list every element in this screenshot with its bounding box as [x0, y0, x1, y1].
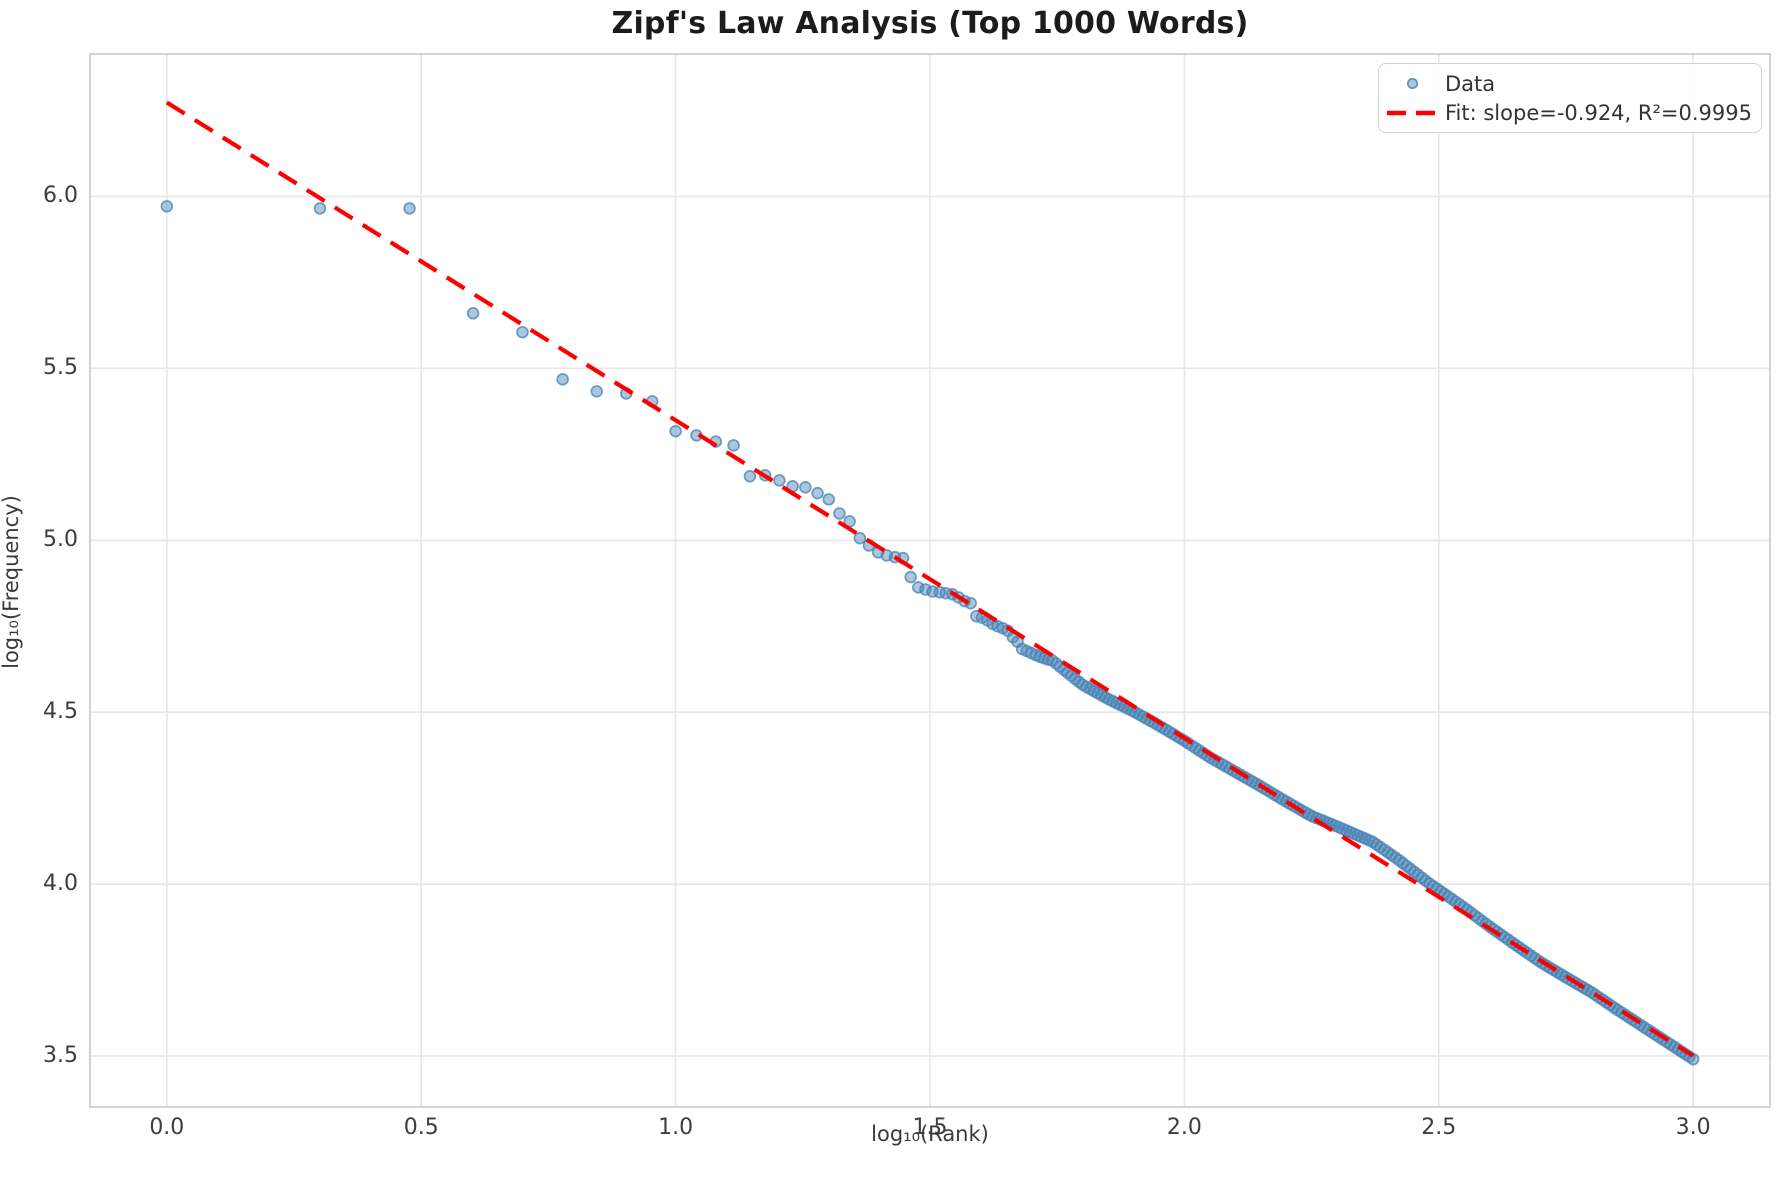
data-point-icon [1406, 78, 1418, 89]
legend-label-data: Data [1445, 71, 1496, 96]
chart-title: Zipf's Law Analysis (Top 1000 Words) [611, 6, 1249, 41]
data-point [313, 202, 327, 215]
data-point [822, 493, 836, 506]
data-point [403, 202, 416, 215]
x-tick-label: 2.0 [1166, 1115, 1202, 1140]
y-tick-label: 3.5 [43, 1043, 78, 1069]
y-tick-label: 4.0 [43, 871, 78, 897]
scatter-points [160, 200, 1700, 1066]
data-point [904, 570, 917, 584]
data-point [669, 425, 682, 438]
fit-line-path [165, 100, 1695, 1058]
y-axis-label: log₁₀(Frequency) [0, 495, 23, 669]
x-tick-label: 0.0 [149, 1115, 185, 1140]
y-tick-label: 6.0 [43, 183, 78, 209]
plot-border [89, 53, 1771, 1108]
x-tick-label: 1.5 [912, 1115, 948, 1140]
x-tick-label: 2.5 [1421, 1115, 1457, 1140]
legend-entry-fit: Fit: slope=-0.924, R²=0.9995 [1383, 98, 1761, 127]
data-point [799, 481, 812, 494]
data-point [919, 583, 932, 596]
data-point [160, 200, 174, 213]
y-tick-label: 5.5 [43, 355, 78, 381]
legend-marker-col [1383, 109, 1441, 117]
x-tick-label: 0.5 [403, 1115, 439, 1140]
axes-spines [89, 53, 1771, 1108]
data-point [590, 385, 603, 398]
data-point [773, 474, 786, 487]
x-tick-label: 3.0 [1675, 1115, 1711, 1140]
data-point [743, 470, 757, 483]
legend-entry-data: Data [1383, 69, 1761, 98]
x-tick-label: 1.0 [658, 1115, 694, 1140]
legend: Data Fit: slope=-0.924, R²=0.9995 [1378, 63, 1762, 133]
data-point [466, 307, 480, 320]
legend-marker-col [1383, 78, 1441, 89]
dashed-line-icon [1387, 110, 1437, 115]
gridlines [90, 54, 1770, 1107]
x-axis-label: log₁₀(Rank) [871, 1122, 989, 1146]
fit-line [165, 100, 1695, 1058]
data-point [811, 486, 824, 500]
y-tick-label: 4.5 [43, 699, 78, 725]
legend-label-fit: Fit: slope=-0.924, R²=0.9995 [1445, 100, 1752, 125]
data-point [853, 531, 867, 545]
y-tick-label: 5.0 [43, 527, 78, 553]
data-point [833, 507, 846, 520]
data-point [727, 439, 740, 452]
data-point [516, 325, 529, 339]
data-point [556, 373, 569, 386]
data-point [912, 581, 925, 594]
